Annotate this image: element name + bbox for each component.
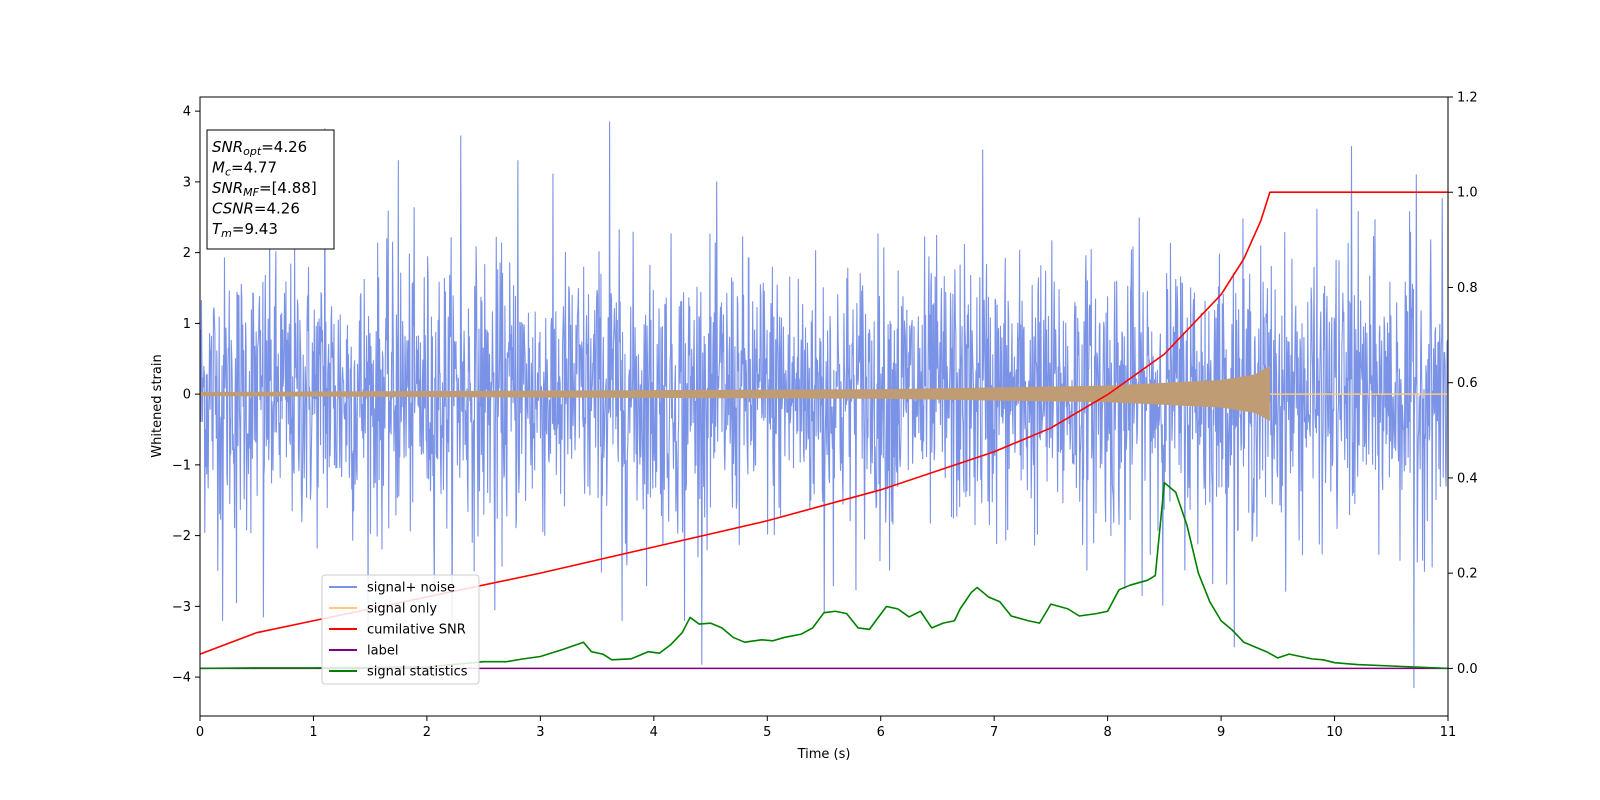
legend-frame xyxy=(321,574,480,685)
x-tick-label: 8 xyxy=(1103,725,1111,740)
info-line: SNRMF=[4.88] xyxy=(212,179,317,199)
x-axis-ticks: 0 1 2 3 4 5 6 7 8 9 10 11 xyxy=(196,716,1456,740)
y-tick-label: −4 xyxy=(172,671,191,686)
x-tick-label: 10 xyxy=(1326,725,1343,740)
x-tick-label: 2 xyxy=(423,725,431,740)
x-tick-label: 7 xyxy=(990,725,998,740)
y2-tick-label: 1.0 xyxy=(1457,186,1478,201)
legend-label: signal only xyxy=(367,602,437,617)
x-axis-label: Time (s) xyxy=(797,747,851,762)
x-tick-label: 11 xyxy=(1440,725,1457,740)
legend: signal+ noise signal only cumilative SNR la… xyxy=(321,574,480,685)
y-tick-label: −3 xyxy=(172,600,191,615)
x-tick-label: 6 xyxy=(877,725,885,740)
info-line: SNRopt=4.26 xyxy=(212,138,307,158)
y2-tick-label: 0.0 xyxy=(1457,662,1478,677)
x-tick-label: 9 xyxy=(1217,725,1225,740)
y-tick-label: −2 xyxy=(172,529,191,544)
info-line: Tm=9.43 xyxy=(212,220,278,240)
x-tick-label: 3 xyxy=(536,725,544,740)
signal-only-layer xyxy=(200,365,1448,421)
signal-statistics-line xyxy=(200,481,1448,670)
signal-only-band xyxy=(200,365,1270,421)
y2-tick-label: 1.2 xyxy=(1457,91,1478,106)
legend-label: signal statistics xyxy=(367,665,468,680)
x-tick-label: 0 xyxy=(196,725,204,740)
y2-tick-label: 0.4 xyxy=(1457,471,1478,486)
x-tick-label: 5 xyxy=(763,725,771,740)
plot-frame xyxy=(199,96,1449,717)
y-axis-label: Whitened strain xyxy=(150,354,165,457)
legend-label: signal+ noise xyxy=(367,581,455,596)
y-tick-label: 0 xyxy=(183,388,191,403)
y-tick-label: 4 xyxy=(183,105,191,120)
y-tick-label: −1 xyxy=(172,458,191,473)
legend-label: cumilative SNR xyxy=(367,623,466,638)
y-tick-label: 1 xyxy=(183,317,191,332)
y-axis-ticks: −4 −3 −2 −1 0 1 2 3 4 xyxy=(172,105,200,686)
legend-label: label xyxy=(367,644,398,659)
y2-tick-label: 0.6 xyxy=(1457,376,1478,391)
x-tick-label: 4 xyxy=(650,725,658,740)
x-tick-label: 1 xyxy=(309,725,317,740)
info-line: CSNR=4.26 xyxy=(212,200,300,218)
info-box-frame xyxy=(206,129,335,250)
y2-tick-label: 0.2 xyxy=(1457,567,1478,582)
y-tick-label: 2 xyxy=(183,246,191,261)
y2-tick-label: 0.8 xyxy=(1457,281,1478,296)
y2-axis-ticks: 0.0 0.2 0.4 0.6 0.8 1.0 1.2 xyxy=(1448,91,1478,677)
info-line: Mc=4.77 xyxy=(212,159,277,179)
y-tick-label: 3 xyxy=(183,175,191,190)
